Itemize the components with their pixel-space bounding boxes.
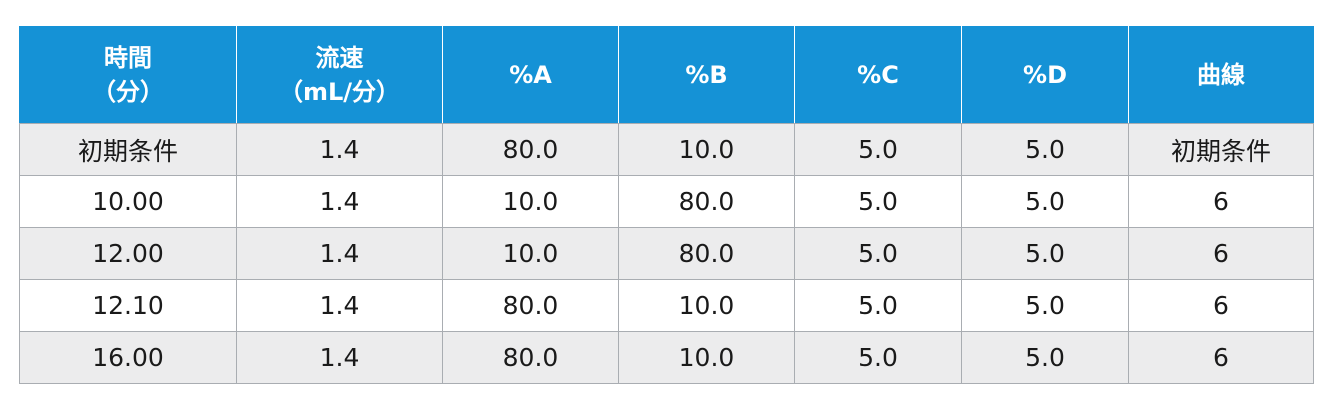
table-row: 12.00 1.4 10.0 80.0 5.0 5.0 6 [19, 227, 1314, 280]
cell-percent-c: 5.0 [794, 123, 962, 176]
cell-time: 16.00 [19, 331, 237, 384]
table-row: 初期条件 1.4 80.0 10.0 5.0 5.0 初期条件 [19, 123, 1314, 176]
cell-curve: 6 [1128, 279, 1314, 332]
cell-percent-d: 5.0 [961, 175, 1129, 228]
cell-percent-d: 5.0 [961, 331, 1129, 384]
cell-time: 12.10 [19, 279, 237, 332]
header-percent-a: %A [442, 26, 619, 124]
gradient-table-container: 時間 （分） 流速 （mL/分） %A %B %C %D 曲線 初期条件 1.4… [19, 26, 1314, 384]
header-time-label: 時間 [104, 44, 152, 72]
cell-percent-c: 5.0 [794, 175, 962, 228]
cell-percent-c: 5.0 [794, 331, 962, 384]
cell-percent-a: 10.0 [442, 175, 619, 228]
header-flow-rate: 流速 （mL/分） [236, 26, 443, 124]
cell-curve: 初期条件 [1128, 123, 1314, 176]
table-row: 12.10 1.4 80.0 10.0 5.0 5.0 6 [19, 279, 1314, 332]
cell-flow-rate: 1.4 [236, 175, 443, 228]
cell-time: 12.00 [19, 227, 237, 280]
cell-flow-rate: 1.4 [236, 279, 443, 332]
cell-curve: 6 [1128, 331, 1314, 384]
cell-flow-rate: 1.4 [236, 331, 443, 384]
table-row: 10.00 1.4 10.0 80.0 5.0 5.0 6 [19, 175, 1314, 228]
header-flow-rate-unit: （mL/分） [278, 78, 401, 106]
header-flow-rate-label: 流速 [315, 44, 364, 72]
cell-percent-b: 80.0 [618, 227, 795, 280]
cell-percent-a: 80.0 [442, 279, 619, 332]
cell-curve: 6 [1128, 175, 1314, 228]
header-curve: 曲線 [1128, 26, 1314, 124]
header-percent-d: %D [961, 26, 1129, 124]
table-header-row: 時間 （分） 流速 （mL/分） %A %B %C %D 曲線 [19, 26, 1314, 124]
cell-percent-b: 10.0 [618, 331, 795, 384]
cell-percent-d: 5.0 [961, 123, 1129, 176]
cell-percent-a: 80.0 [442, 331, 619, 384]
cell-percent-b: 80.0 [618, 175, 795, 228]
cell-curve: 6 [1128, 227, 1314, 280]
cell-percent-a: 80.0 [442, 123, 619, 176]
table-row: 16.00 1.4 80.0 10.0 5.0 5.0 6 [19, 331, 1314, 384]
cell-percent-d: 5.0 [961, 227, 1129, 280]
header-percent-c: %C [794, 26, 962, 124]
header-percent-b: %B [618, 26, 795, 124]
cell-time: 10.00 [19, 175, 237, 228]
cell-percent-d: 5.0 [961, 279, 1129, 332]
cell-flow-rate: 1.4 [236, 123, 443, 176]
cell-percent-a: 10.0 [442, 227, 619, 280]
cell-percent-c: 5.0 [794, 227, 962, 280]
cell-percent-b: 10.0 [618, 279, 795, 332]
header-time-unit: （分） [92, 78, 164, 106]
cell-flow-rate: 1.4 [236, 227, 443, 280]
cell-percent-c: 5.0 [794, 279, 962, 332]
cell-time: 初期条件 [19, 123, 237, 176]
header-time: 時間 （分） [19, 26, 237, 124]
cell-percent-b: 10.0 [618, 123, 795, 176]
gradient-table: 時間 （分） 流速 （mL/分） %A %B %C %D 曲線 初期条件 1.4… [19, 26, 1314, 384]
